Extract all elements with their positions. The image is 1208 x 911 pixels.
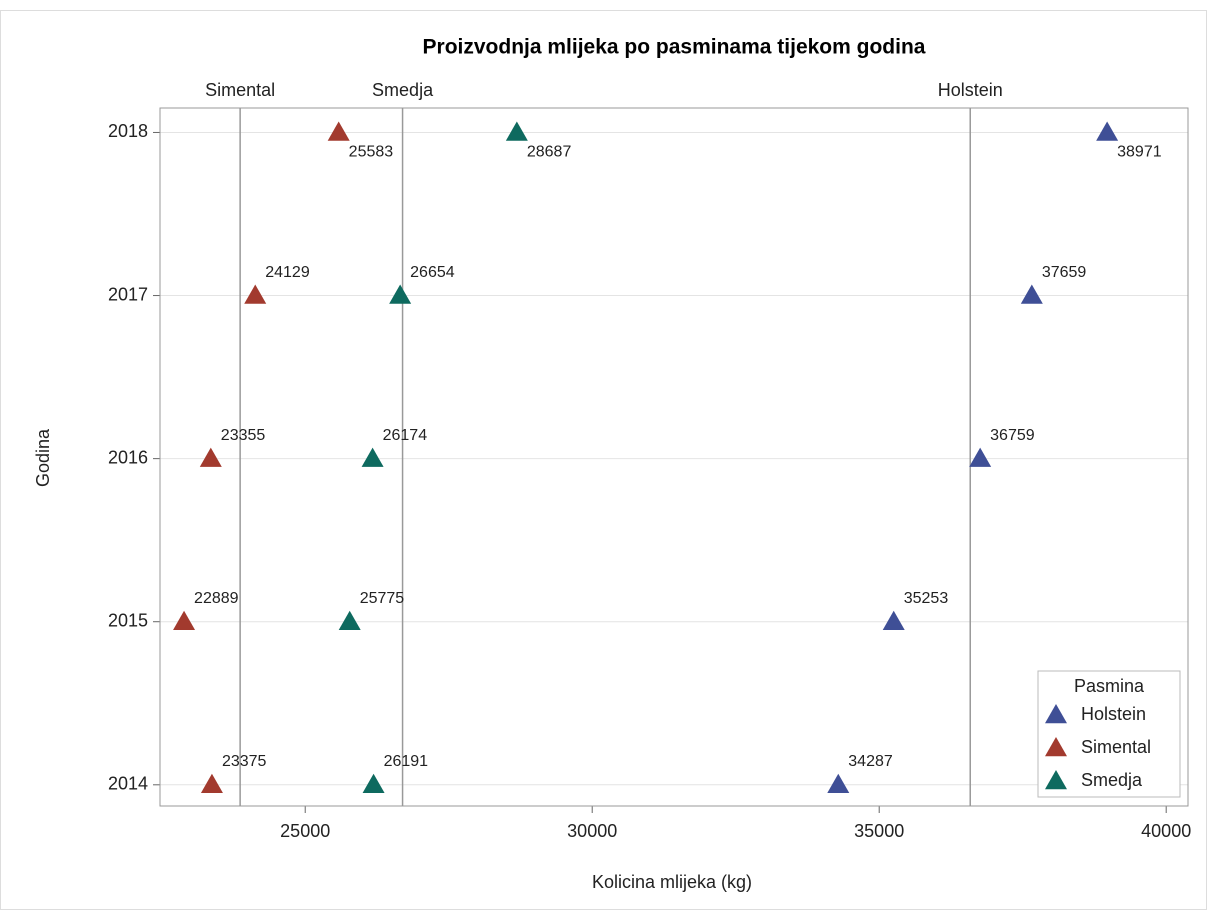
data-label: 34287 bbox=[848, 753, 893, 770]
reference-label: Holstein bbox=[938, 80, 1003, 100]
data-label: 26191 bbox=[384, 753, 429, 770]
legend-marker bbox=[1045, 770, 1067, 790]
marker bbox=[199, 447, 222, 467]
x-tick-label: 40000 bbox=[1141, 821, 1191, 841]
frame-border bbox=[0, 10, 1207, 910]
marker bbox=[882, 610, 905, 630]
y-tick-label: 2014 bbox=[108, 774, 148, 794]
y-tick-label: 2017 bbox=[108, 284, 148, 304]
x-tick-label: 25000 bbox=[280, 821, 330, 841]
data-label: 37659 bbox=[1042, 264, 1087, 281]
x-tick-label: 35000 bbox=[854, 821, 904, 841]
data-label: 24129 bbox=[265, 264, 310, 281]
reference-label: Simental bbox=[205, 80, 275, 100]
data-label: 25775 bbox=[360, 590, 405, 607]
y-tick-label: 2016 bbox=[108, 447, 148, 467]
marker bbox=[389, 284, 412, 304]
reference-label: Smedja bbox=[372, 80, 434, 100]
data-label: 26654 bbox=[410, 264, 455, 281]
marker bbox=[327, 121, 350, 141]
marker bbox=[361, 447, 384, 467]
plot-frame bbox=[159, 107, 1189, 807]
legend-label: Simental bbox=[1081, 737, 1151, 757]
data-label: 23355 bbox=[221, 427, 266, 444]
data-label: 38971 bbox=[1117, 144, 1162, 161]
legend-label: Holstein bbox=[1081, 704, 1146, 724]
y-tick-label: 2015 bbox=[108, 610, 148, 630]
marker bbox=[1096, 121, 1119, 141]
chart-title: Proizvodnja mlijeka po pasminama tijekom… bbox=[423, 36, 926, 59]
legend-marker bbox=[1045, 737, 1067, 757]
marker bbox=[362, 773, 385, 794]
data-label: 26174 bbox=[383, 427, 428, 444]
marker bbox=[1020, 284, 1043, 304]
data-label: 35253 bbox=[904, 590, 949, 607]
legend-box bbox=[1037, 670, 1181, 798]
marker bbox=[827, 773, 850, 794]
data-label: 25583 bbox=[349, 144, 394, 161]
marker bbox=[505, 121, 528, 141]
x-axis-label: Kolicina mlijeka (kg) bbox=[592, 872, 752, 892]
legend-label: Smedja bbox=[1081, 770, 1143, 790]
marker bbox=[244, 284, 267, 304]
data-label: 28687 bbox=[527, 144, 572, 161]
data-label: 22889 bbox=[194, 590, 239, 607]
y-tick-label: 2018 bbox=[108, 121, 148, 141]
data-label: 36759 bbox=[990, 427, 1035, 444]
x-tick-label: 30000 bbox=[567, 821, 617, 841]
y-axis-label: Godina bbox=[33, 428, 53, 487]
marker bbox=[969, 447, 992, 467]
marker bbox=[173, 610, 196, 630]
legend-title: Pasmina bbox=[1074, 676, 1145, 696]
marker bbox=[338, 610, 361, 630]
marker bbox=[200, 773, 223, 794]
legend-marker bbox=[1045, 704, 1067, 724]
data-label: 23375 bbox=[222, 753, 267, 770]
